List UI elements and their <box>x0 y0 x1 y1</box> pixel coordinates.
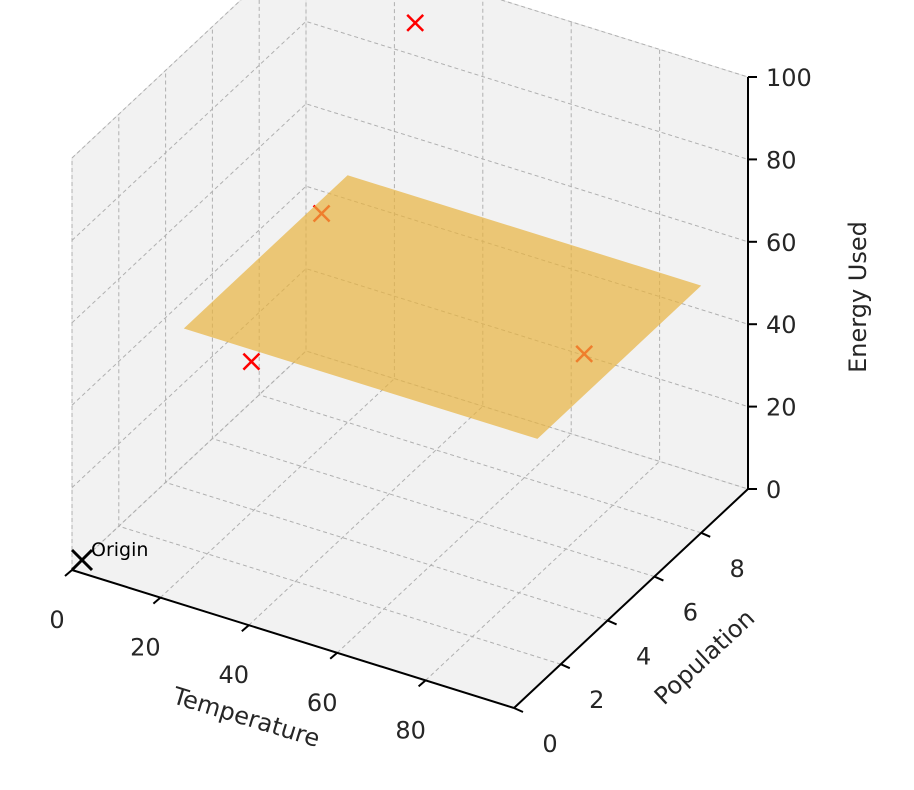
grid-line-x <box>160 0 395 598</box>
y-axis-line <box>513 488 749 709</box>
grid-line-z <box>71 20 749 241</box>
x-tick-label: 0 <box>49 606 64 634</box>
x-tick-mark <box>329 652 338 660</box>
y-tick-mark <box>653 575 664 582</box>
x-tick-label: 40 <box>219 661 250 689</box>
y-tick-label: 6 <box>683 599 698 627</box>
x-tick-mark <box>64 569 73 577</box>
grid-line-z <box>71 350 749 571</box>
chart-surface-layer <box>183 175 702 439</box>
grid-line-z <box>71 0 749 159</box>
origin-marker-stroke-b <box>70 548 94 572</box>
y-axis-title: Population <box>649 604 760 710</box>
data-point <box>406 14 425 32</box>
y-tick-mark <box>607 619 618 626</box>
origin-marker <box>70 548 94 572</box>
grid-line-x <box>336 21 572 654</box>
z-tick-label: 0 <box>766 476 781 504</box>
data-point-stroke-b <box>242 352 261 371</box>
grid-line-z <box>71 268 749 488</box>
y-tick-label: 8 <box>730 555 745 583</box>
x-tick-mark <box>152 596 162 605</box>
x-axis-title: Temperature <box>169 681 324 753</box>
data-point <box>242 352 261 371</box>
y-tick-label: 4 <box>636 642 651 670</box>
z-tick-label: 80 <box>766 146 797 174</box>
x-tick-mark <box>241 624 250 632</box>
x-tick-label: 80 <box>395 716 426 744</box>
x-tick-label: 20 <box>130 634 161 662</box>
x-tick-mark <box>417 679 427 688</box>
grid-line-z <box>71 185 749 406</box>
x-tick-label: 60 <box>307 689 338 717</box>
z-tick-label: 20 <box>766 394 797 422</box>
grid-line-x <box>425 49 661 681</box>
z-tick-label: 60 <box>766 229 797 257</box>
grid-line-x <box>248 0 484 626</box>
surface-plane <box>183 175 702 439</box>
z-tick-label: 100 <box>766 64 812 92</box>
y-tick-mark <box>513 707 524 713</box>
y-tick-label: 0 <box>542 730 557 758</box>
y-tick-mark <box>700 531 711 538</box>
z-axis-title: Energy Used <box>844 221 872 373</box>
z-tick-label: 40 <box>766 311 797 339</box>
y-tick-mark <box>560 663 571 670</box>
chart-axes <box>71 77 749 709</box>
origin-annotation: Origin <box>91 539 148 561</box>
data-point-stroke-b <box>406 14 425 32</box>
grid-line-y <box>258 0 702 534</box>
y-tick-label: 2 <box>589 686 604 714</box>
grid-line-z <box>71 103 749 324</box>
x-axis-line <box>71 569 515 709</box>
